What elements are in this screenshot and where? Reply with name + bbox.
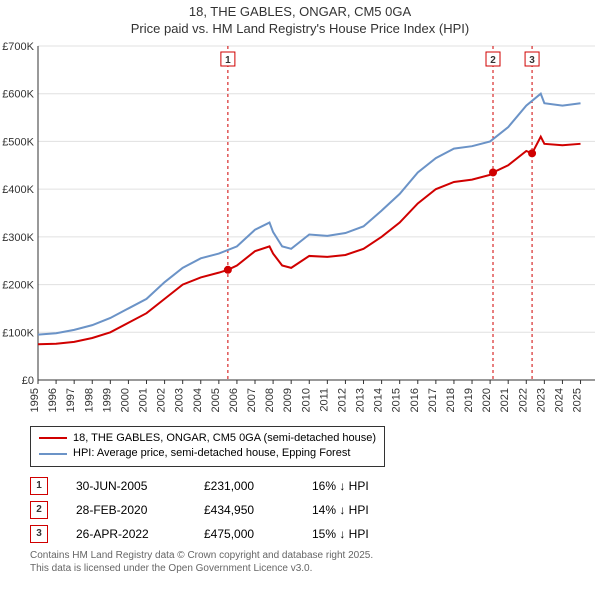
svg-text:3: 3: [529, 55, 535, 66]
sales-table: 1 30-JUN-2005 £231,000 16% ↓ HPI 2 28-FEB-202…: [30, 477, 590, 543]
sale-marker-box: 1: [30, 477, 48, 495]
svg-text:2001: 2001: [138, 388, 150, 412]
footer-line2: This data is licensed under the Open Gov…: [30, 562, 590, 575]
svg-text:1997: 1997: [65, 388, 77, 412]
sale-row: 2 28-FEB-2020 £434,950 14% ↓ HPI: [30, 501, 590, 519]
svg-text:2002: 2002: [156, 388, 168, 412]
svg-text:2024: 2024: [553, 388, 565, 412]
sale-price: £475,000: [204, 527, 284, 541]
svg-text:1: 1: [225, 55, 231, 66]
footer: Contains HM Land Registry data © Crown c…: [30, 549, 590, 575]
legend-swatch: [39, 437, 67, 439]
svg-text:£700K: £700K: [2, 41, 34, 53]
svg-text:£600K: £600K: [2, 88, 34, 100]
svg-text:2008: 2008: [264, 388, 276, 412]
svg-text:£100K: £100K: [2, 327, 34, 339]
svg-text:2009: 2009: [282, 388, 294, 412]
svg-text:2025: 2025: [572, 388, 584, 412]
svg-text:2016: 2016: [409, 388, 421, 412]
sale-diff: 15% ↓ HPI: [312, 527, 402, 541]
sale-price: £434,950: [204, 503, 284, 517]
svg-text:2: 2: [490, 55, 496, 66]
svg-text:2003: 2003: [174, 388, 186, 412]
sale-marker-box: 3: [30, 525, 48, 543]
svg-text:2020: 2020: [481, 388, 493, 412]
svg-text:2006: 2006: [228, 388, 240, 412]
sale-date: 26-APR-2022: [76, 527, 176, 541]
svg-text:1999: 1999: [101, 388, 113, 412]
svg-text:2004: 2004: [192, 388, 204, 412]
svg-text:1996: 1996: [47, 388, 59, 412]
legend-label: HPI: Average price, semi-detached house,…: [73, 446, 350, 461]
sale-price: £231,000: [204, 479, 284, 493]
legend-item: HPI: Average price, semi-detached house,…: [39, 446, 376, 461]
svg-text:1998: 1998: [83, 388, 95, 412]
sale-diff: 16% ↓ HPI: [312, 479, 402, 493]
sale-row: 3 26-APR-2022 £475,000 15% ↓ HPI: [30, 525, 590, 543]
svg-text:2014: 2014: [373, 388, 385, 412]
sale-date: 30-JUN-2005: [76, 479, 176, 493]
svg-text:2007: 2007: [246, 388, 258, 412]
svg-text:£200K: £200K: [2, 279, 34, 291]
legend-item: 18, THE GABLES, ONGAR, CM5 0GA (semi-det…: [39, 431, 376, 446]
svg-text:2022: 2022: [517, 388, 529, 412]
sale-diff: 14% ↓ HPI: [312, 503, 402, 517]
svg-text:2021: 2021: [499, 388, 511, 412]
price-chart: £0 £100K £200K £300K £400K £500K £600K £700K 199…: [0, 40, 600, 420]
svg-text:2010: 2010: [300, 388, 312, 412]
svg-text:£300K: £300K: [2, 232, 34, 244]
svg-text:2005: 2005: [210, 388, 222, 412]
svg-text:2018: 2018: [445, 388, 457, 412]
svg-text:2012: 2012: [336, 388, 348, 412]
svg-text:2013: 2013: [355, 388, 367, 412]
legend-label: 18, THE GABLES, ONGAR, CM5 0GA (semi-det…: [73, 431, 376, 446]
sale-row: 1 30-JUN-2005 £231,000 16% ↓ HPI: [30, 477, 590, 495]
svg-text:2023: 2023: [535, 388, 547, 412]
sale-date: 28-FEB-2020: [76, 503, 176, 517]
legend: 18, THE GABLES, ONGAR, CM5 0GA (semi-det…: [30, 426, 385, 467]
legend-swatch: [39, 453, 67, 455]
svg-text:£500K: £500K: [2, 136, 34, 148]
svg-text:1995: 1995: [29, 388, 41, 412]
title-subtitle: Price paid vs. HM Land Registry's House …: [0, 21, 600, 38]
svg-text:2017: 2017: [427, 388, 439, 412]
svg-text:2000: 2000: [119, 388, 131, 412]
title-address: 18, THE GABLES, ONGAR, CM5 0GA: [0, 4, 600, 21]
svg-text:£400K: £400K: [2, 184, 34, 196]
svg-text:2015: 2015: [391, 388, 403, 412]
title-block: 18, THE GABLES, ONGAR, CM5 0GA Price pai…: [0, 0, 600, 40]
sale-marker-box: 2: [30, 501, 48, 519]
svg-text:£0: £0: [22, 375, 34, 387]
footer-line1: Contains HM Land Registry data © Crown c…: [30, 549, 590, 562]
svg-text:2019: 2019: [463, 388, 475, 412]
svg-text:2011: 2011: [318, 388, 330, 412]
